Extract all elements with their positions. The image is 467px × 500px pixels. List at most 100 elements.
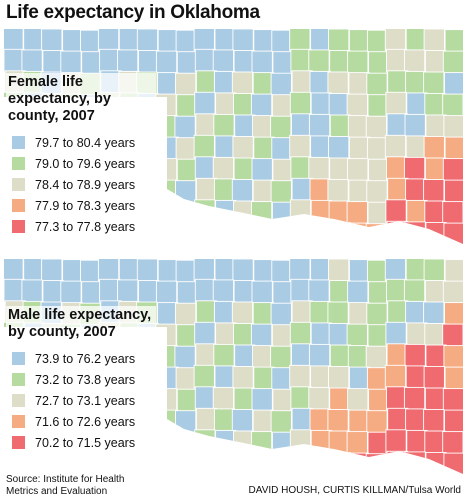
county-cell [443, 452, 463, 474]
county-cell [99, 278, 121, 303]
county-cell [157, 29, 179, 53]
county-cell [250, 93, 273, 118]
county-cell [272, 158, 294, 183]
county-cell [405, 70, 427, 95]
county-cell [175, 302, 197, 327]
county-cell [328, 430, 350, 455]
county-cell [175, 367, 197, 391]
county-cell [367, 431, 389, 456]
county-cell [156, 452, 178, 474]
county-cell [308, 451, 331, 474]
county-cell [406, 322, 428, 347]
county-cell [97, 259, 120, 281]
county-cell [195, 450, 217, 474]
county-cell [424, 157, 447, 182]
county-cell [194, 429, 216, 453]
county-cell [366, 72, 388, 97]
county-cell [290, 156, 312, 180]
county-cell [155, 93, 177, 118]
county-cell [327, 301, 349, 326]
county-cell [328, 366, 350, 390]
county-cell [347, 280, 369, 305]
county-cell [117, 49, 139, 74]
county-cell [348, 136, 371, 161]
county-cell [310, 92, 332, 117]
county-cell [444, 259, 463, 283]
county-cell [404, 343, 426, 368]
county-cell [308, 49, 330, 74]
county-cell [60, 50, 82, 75]
county-cell [99, 450, 121, 474]
county-cell [405, 300, 427, 325]
county-cell [22, 451, 44, 474]
legend-label: 78.4 to 78.9 years [33, 177, 138, 192]
county-cell [327, 409, 349, 433]
county-cell [155, 158, 178, 182]
county-cell [157, 409, 179, 434]
county-cell [250, 323, 273, 348]
county-cell [271, 367, 293, 391]
county-cell [252, 72, 274, 96]
county-cell [425, 344, 447, 369]
county-cell [329, 387, 351, 412]
legend-swatch [12, 373, 25, 386]
county-cell [231, 301, 254, 326]
county-cell [194, 386, 217, 410]
county-cell [157, 72, 179, 96]
county-cell [62, 29, 84, 53]
county-cell [289, 364, 311, 389]
county-cell [308, 113, 331, 138]
county-cell [21, 279, 43, 304]
county-cell [368, 158, 390, 183]
female-legend-item: 77.3 to 77.8 years [6, 216, 156, 237]
county-cell [193, 259, 215, 281]
county-cell [289, 259, 311, 281]
county-cell [233, 157, 255, 182]
county-cell [366, 137, 389, 161]
county-cell [289, 91, 312, 116]
county-cell [41, 259, 63, 283]
county-cell [138, 50, 160, 74]
county-cell [424, 387, 447, 412]
county-cell [23, 29, 45, 52]
county-cell [348, 409, 370, 434]
county-cell [405, 365, 427, 390]
county-cell [234, 114, 256, 139]
county-cell [346, 201, 368, 225]
county-cell [328, 29, 350, 53]
county-cell [291, 113, 313, 137]
county-cell [368, 388, 390, 413]
county-cell [442, 280, 463, 305]
county-cell [291, 300, 313, 324]
county-cell [233, 93, 255, 117]
county-cell [444, 179, 463, 204]
county-cell [4, 259, 24, 281]
county-cell [308, 156, 330, 181]
county-cell [386, 386, 408, 410]
county-cell [405, 178, 427, 203]
county-cell [41, 29, 63, 53]
county-cell [99, 48, 121, 73]
county-cell [194, 199, 216, 223]
county-cell [213, 300, 236, 325]
county-cell [403, 156, 426, 181]
county-cell [347, 50, 369, 75]
county-cell [270, 72, 292, 97]
county-cell [384, 364, 407, 389]
county-cell [444, 366, 463, 391]
county-cell [62, 259, 84, 283]
county-cell [253, 136, 275, 161]
county-cell [387, 177, 409, 202]
county-cell [327, 179, 349, 203]
county-cell [232, 29, 254, 53]
county-cell [309, 178, 331, 203]
county-cell [368, 281, 390, 305]
county-cell [385, 429, 407, 453]
county-cell [213, 113, 235, 138]
county-cell [176, 431, 198, 456]
county-cell [406, 92, 428, 117]
county-cell [425, 222, 447, 244]
county-cell [271, 94, 294, 118]
county-cell [251, 280, 273, 305]
county-cell [367, 324, 389, 348]
